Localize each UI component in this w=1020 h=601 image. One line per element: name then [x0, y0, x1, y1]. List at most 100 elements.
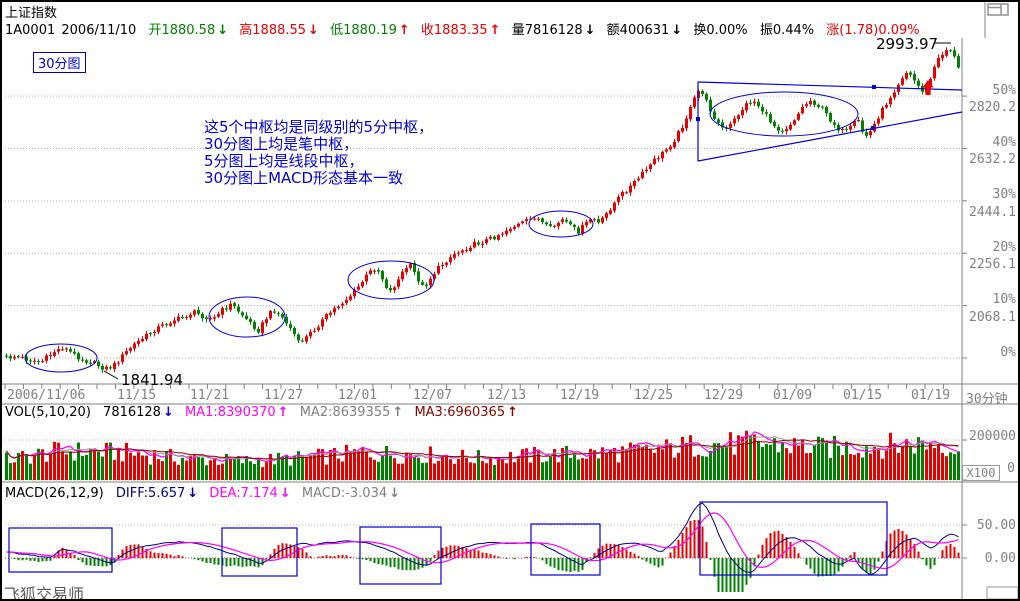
pivot-ellipse[interactable] — [24, 343, 98, 373]
up-arrow-marker[interactable] — [922, 80, 934, 95]
volume-bar — [325, 464, 328, 480]
window-split-icon[interactable] — [987, 3, 1009, 16]
volume-bar — [877, 448, 880, 480]
candle — [345, 299, 348, 303]
candle — [341, 303, 344, 306]
scrollbar-corner[interactable] — [986, 586, 1019, 600]
pivot-ellipse[interactable] — [347, 260, 435, 300]
macd-pane[interactable] — [6, 502, 960, 592]
volume-bar — [393, 458, 396, 480]
candle — [405, 268, 408, 273]
main-chart-pane[interactable] — [5, 46, 960, 374]
volume-axis-max: 200000 — [969, 429, 1016, 444]
pivot-ellipse[interactable] — [709, 91, 859, 137]
volume-bar — [109, 442, 112, 480]
pivot-ellipse[interactable] — [528, 210, 594, 238]
low-pointer-line — [103, 370, 119, 380]
volume-bar — [545, 461, 548, 480]
candle — [169, 323, 172, 326]
volume-ma3-arrow-icon: ↑ — [507, 405, 519, 420]
candle — [633, 181, 636, 187]
macd-diff-value: DIFF:5.657 — [115, 486, 186, 501]
trendline-top[interactable] — [697, 81, 963, 91]
close-arrow-icon: ↑ — [489, 23, 501, 38]
candle — [441, 265, 444, 267]
volume-bar — [213, 458, 216, 480]
volume-bar — [253, 463, 256, 480]
volume-bar — [585, 458, 588, 480]
volume-bar — [613, 448, 616, 480]
volume-bar — [537, 451, 540, 480]
volume-pane[interactable] — [5, 430, 960, 480]
volume-bar — [89, 449, 92, 480]
candle — [869, 131, 872, 136]
volume-bar — [85, 455, 88, 480]
candle — [209, 318, 212, 320]
volume-bar — [845, 441, 848, 480]
candle — [781, 130, 784, 132]
macd-zone-rect[interactable] — [221, 527, 298, 577]
volume-bar — [313, 455, 316, 480]
volume-bar — [201, 457, 204, 480]
candle — [789, 125, 792, 130]
volume-bar — [433, 463, 436, 480]
volume-bar — [589, 448, 592, 480]
candle — [489, 236, 492, 239]
candle — [825, 106, 828, 114]
volume-bar — [933, 447, 936, 480]
candle — [949, 50, 952, 52]
macd-pane-header: MACD(26,12,9) DIFF:5.657 ↓ DEA:7.174 ↓ MAC… — [5, 486, 407, 501]
trendline-bottom[interactable] — [697, 111, 963, 162]
volume-unit-badge: X100 — [962, 465, 1000, 481]
candle — [45, 355, 48, 361]
volume-ma3: MA3:6960365 — [414, 405, 506, 420]
low-arrow-icon: ↑ — [398, 23, 410, 38]
x-axis-date-label: 12/01 — [338, 388, 378, 403]
volume-bar — [477, 450, 480, 480]
macd-zone-rect[interactable] — [359, 526, 442, 585]
trendline-handle[interactable] — [871, 126, 875, 130]
candle — [189, 314, 192, 318]
trendline-handle[interactable] — [696, 117, 700, 121]
candle — [101, 365, 104, 370]
volume-bar — [205, 465, 208, 480]
analysis-annotation: 这5个中枢均是同级别的5分中枢， 30分图上均是笔中枢， 5分图上均是线段中枢，… — [204, 119, 433, 187]
volume-bar — [397, 463, 400, 480]
x-axis-date-label: 2006/11/06 — [7, 388, 86, 403]
trendline-handle[interactable] — [872, 85, 876, 89]
volume-bar — [637, 445, 640, 480]
candle — [893, 92, 896, 98]
turnover-value: 换0.00% — [693, 23, 748, 38]
macd-axis-upper: 50.00 — [976, 518, 1016, 533]
candle — [673, 141, 676, 148]
volume-bar — [745, 430, 748, 480]
candle — [645, 169, 648, 172]
candle — [501, 233, 504, 235]
candle — [369, 270, 372, 274]
volume-bar — [421, 463, 424, 480]
macd-zone-rect[interactable] — [699, 501, 888, 576]
volume-bar — [645, 444, 648, 480]
volume-bar — [301, 456, 304, 480]
macd-zone-rect[interactable] — [530, 523, 601, 576]
candle — [493, 236, 496, 240]
chart-period-tag: 30分图 — [33, 52, 86, 73]
pivot-ellipse[interactable] — [208, 296, 286, 338]
candle — [265, 319, 268, 324]
candle — [513, 226, 516, 229]
candle — [601, 217, 604, 223]
candle — [773, 121, 776, 127]
volume-bar — [245, 456, 248, 480]
volume-bar — [829, 458, 832, 480]
candle — [301, 340, 304, 342]
volume-bar — [293, 455, 296, 480]
volume-bar — [165, 451, 168, 480]
candle — [205, 317, 208, 320]
volume-bar — [265, 462, 268, 480]
macd-zone-rect[interactable] — [8, 527, 113, 573]
volume-bar — [285, 454, 288, 480]
candle — [353, 290, 356, 297]
candle — [793, 120, 796, 125]
high-price-label: 2993.97 — [876, 35, 939, 53]
